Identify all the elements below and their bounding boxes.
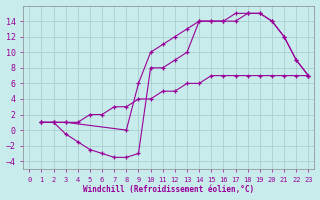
X-axis label: Windchill (Refroidissement éolien,°C): Windchill (Refroidissement éolien,°C) — [83, 185, 254, 194]
